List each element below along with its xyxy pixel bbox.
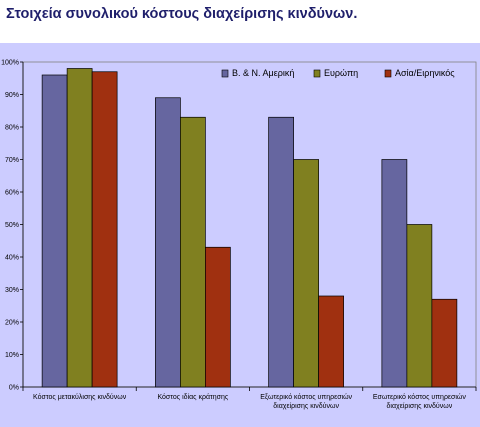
chart-title: Στοιχεία συνολικού κόστους διαχείρισης κ… bbox=[6, 6, 358, 22]
y-tick-label: 50% bbox=[5, 222, 19, 229]
y-tick-label: 100% bbox=[1, 60, 19, 67]
legend-label: Ευρώπη bbox=[324, 68, 358, 78]
legend-swatch bbox=[313, 69, 321, 78]
x-category-label: διαχείρισης κινδύνων bbox=[273, 402, 339, 410]
bar bbox=[66, 68, 93, 388]
y-tick-label: 90% bbox=[5, 92, 19, 99]
x-category-label: Κόστος μετακύλισης κινδύνων bbox=[33, 393, 127, 401]
x-category-label: διαχείρισης κινδύνων bbox=[387, 402, 453, 410]
bar bbox=[205, 246, 231, 388]
y-tick-label: 40% bbox=[5, 255, 19, 262]
bar bbox=[293, 159, 319, 388]
legend-swatch bbox=[384, 69, 392, 78]
bar bbox=[381, 159, 408, 388]
bar bbox=[91, 71, 118, 388]
legend-swatch bbox=[221, 69, 229, 78]
legend-label: Ασία/Ειρηνικός bbox=[395, 68, 455, 78]
y-tick-label: 60% bbox=[5, 190, 19, 197]
bar bbox=[268, 116, 294, 388]
bar bbox=[406, 224, 433, 388]
x-category-label: Κόστος ιδίας κράτησης bbox=[157, 393, 228, 401]
y-tick-label: 80% bbox=[5, 125, 19, 132]
y-tick-label: 20% bbox=[5, 320, 19, 327]
bar bbox=[180, 116, 206, 388]
y-tick-label: 70% bbox=[5, 157, 19, 164]
bar bbox=[431, 298, 458, 388]
bar bbox=[318, 295, 344, 388]
x-category-label: Εξωτερικό κόστος υπηρεσιών bbox=[260, 393, 352, 401]
bar-chart: 0% 10% 20% 30% 40% 50% 60% 70% 80% 90% 100% Κόστος … bbox=[1, 60, 477, 410]
y-tick-label: 10% bbox=[5, 352, 19, 359]
y-tick-label: 30% bbox=[5, 287, 19, 294]
bar bbox=[41, 74, 68, 388]
x-category-label: Εσωτερικό κόστος υπηρεσιών bbox=[373, 393, 467, 401]
legend-label: Β. & Ν. Αμερική bbox=[232, 68, 294, 78]
bar bbox=[155, 97, 181, 388]
y-tick-label: 0% bbox=[9, 385, 19, 392]
